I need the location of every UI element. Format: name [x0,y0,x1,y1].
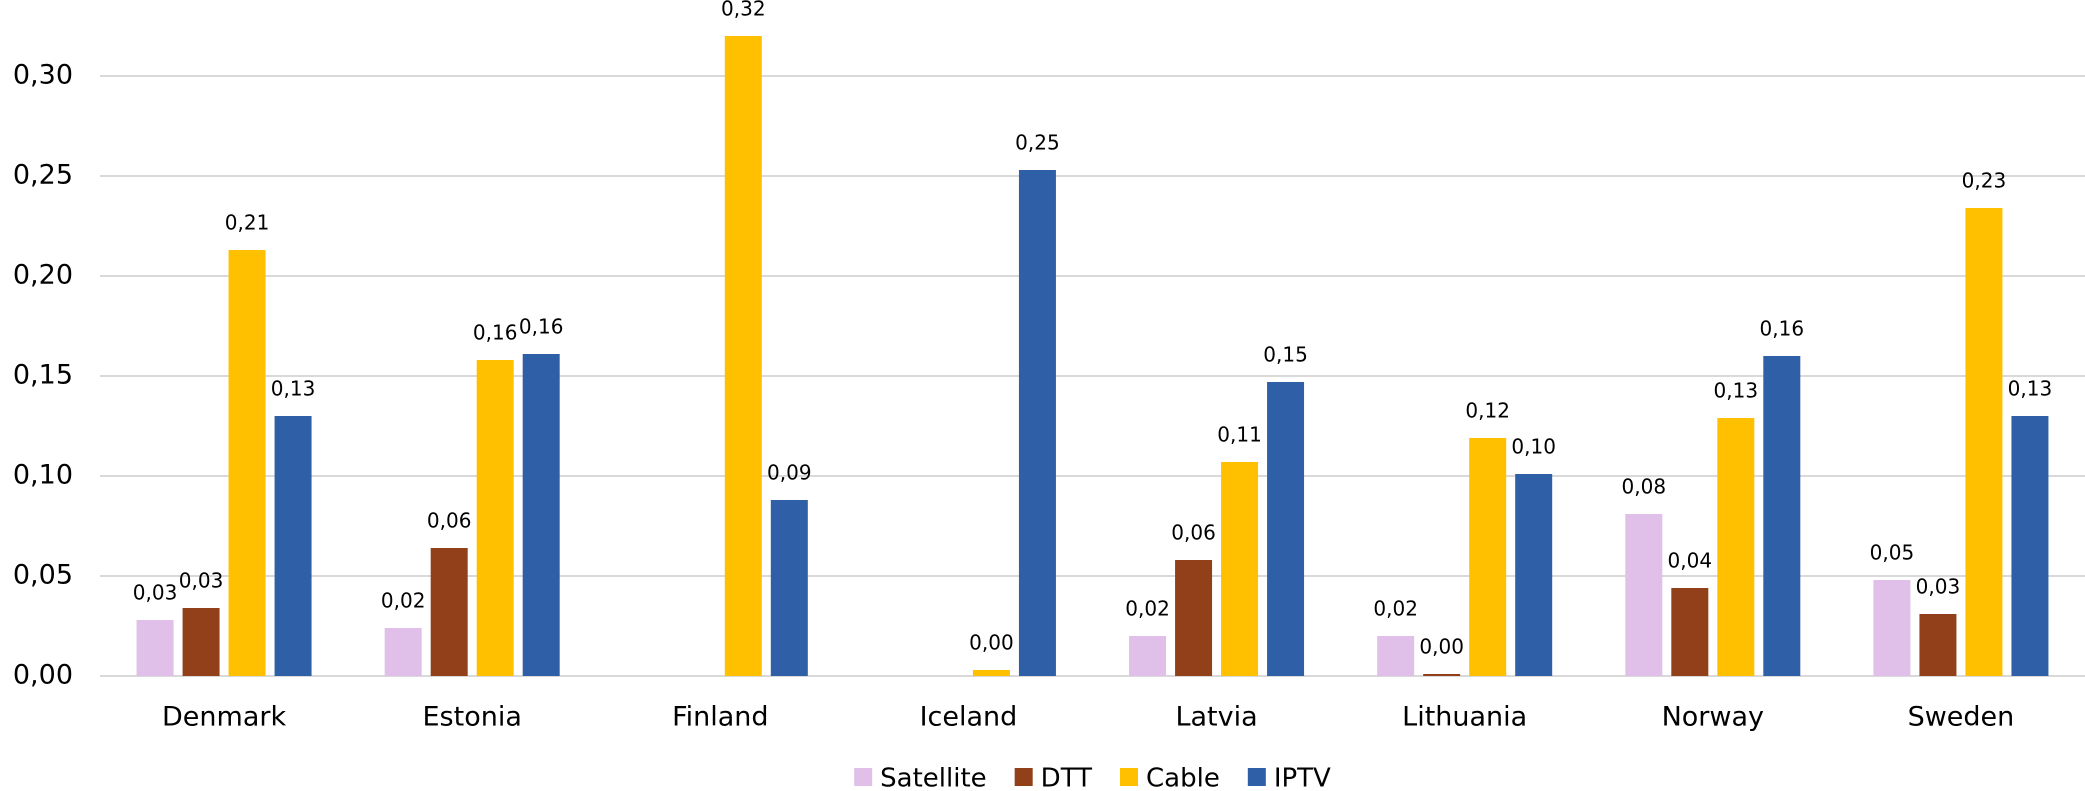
y-tick-label: 0,20 [13,260,73,291]
bar [1129,636,1167,676]
y-tick-label: 0,10 [13,460,73,491]
data-label: 0,32 [721,0,766,21]
data-label: 0,05 [1870,541,1915,565]
legend-swatch [1247,768,1266,786]
y-tick-label: 0,00 [13,660,73,691]
bar [1267,382,1305,676]
bar [1221,462,1259,676]
data-label: 0,04 [1668,549,1713,573]
bar [1018,170,1056,676]
data-label: 0,16 [473,321,518,345]
legend-label: Cable [1146,764,1220,791]
x-tick-label: Norway [1662,702,1764,733]
bar [384,628,422,676]
legend-swatch [854,768,873,786]
bar [1377,636,1415,676]
x-tick-label: Denmark [162,702,286,733]
bar [430,548,468,676]
bar [1763,356,1801,676]
bar [522,354,560,676]
bar [228,250,266,676]
y-tick-label: 0,25 [13,160,73,191]
y-tick-label: 0,05 [13,560,73,591]
x-tick-label: Estonia [422,702,521,733]
bar [1717,418,1755,676]
data-label: 0,03 [179,569,224,593]
data-label: 0,13 [271,377,316,401]
x-tick-label: Sweden [1908,702,2015,733]
x-tick-label: Iceland [920,702,1018,733]
bar [182,608,220,676]
data-label: 0,16 [1760,317,1805,341]
x-tick-label: Latvia [1175,702,1257,733]
data-label: 0,02 [1373,597,1418,621]
data-label: 0,23 [1962,169,2007,193]
data-label: 0,12 [1465,399,1510,423]
data-label: 0,00 [1419,635,1464,659]
bar [1175,560,1213,676]
bar [1515,474,1553,676]
legend-swatch [1014,768,1033,786]
data-label: 0,10 [1511,435,1556,459]
data-label: 0,02 [1125,597,1170,621]
y-tick-label: 0,30 [13,60,73,91]
bar [1671,588,1709,676]
legend-swatch [1120,768,1138,786]
data-label: 0,13 [2008,377,2053,401]
bar [274,416,312,676]
bar [1625,514,1663,676]
legend-label: Satellite [880,764,987,791]
bar [2011,416,2049,676]
bar [1965,208,2003,676]
data-label: 0,06 [1171,521,1216,545]
data-label: 0,21 [225,211,270,235]
data-label: 0,08 [1622,475,1667,499]
data-label: 0,15 [1263,343,1308,367]
bar [1469,438,1507,676]
bar [1919,614,1957,676]
bar [1423,674,1461,676]
y-tick-label: 0,15 [13,360,73,391]
data-label: 0,09 [767,461,812,485]
x-tick-label: Finland [672,702,768,733]
data-label: 0,25 [1015,131,1060,155]
x-tick-label: Lithuania [1402,702,1527,733]
data-label: 0,06 [427,509,472,533]
data-label: 0,16 [519,315,564,339]
legend-label: DTT [1041,764,1092,791]
bar [1873,580,1911,676]
bar [136,620,174,676]
data-label: 0,11 [1217,423,1262,447]
data-label: 0,03 [1916,575,1961,599]
bar [972,670,1010,676]
data-label: 0,00 [969,631,1014,655]
bar [476,360,514,676]
bar [770,500,808,676]
data-label: 0,13 [1714,379,1759,403]
data-label: 0,03 [133,581,178,605]
data-label: 0,02 [381,589,426,613]
bar [724,36,762,676]
legend-label: IPTV [1274,764,1331,791]
